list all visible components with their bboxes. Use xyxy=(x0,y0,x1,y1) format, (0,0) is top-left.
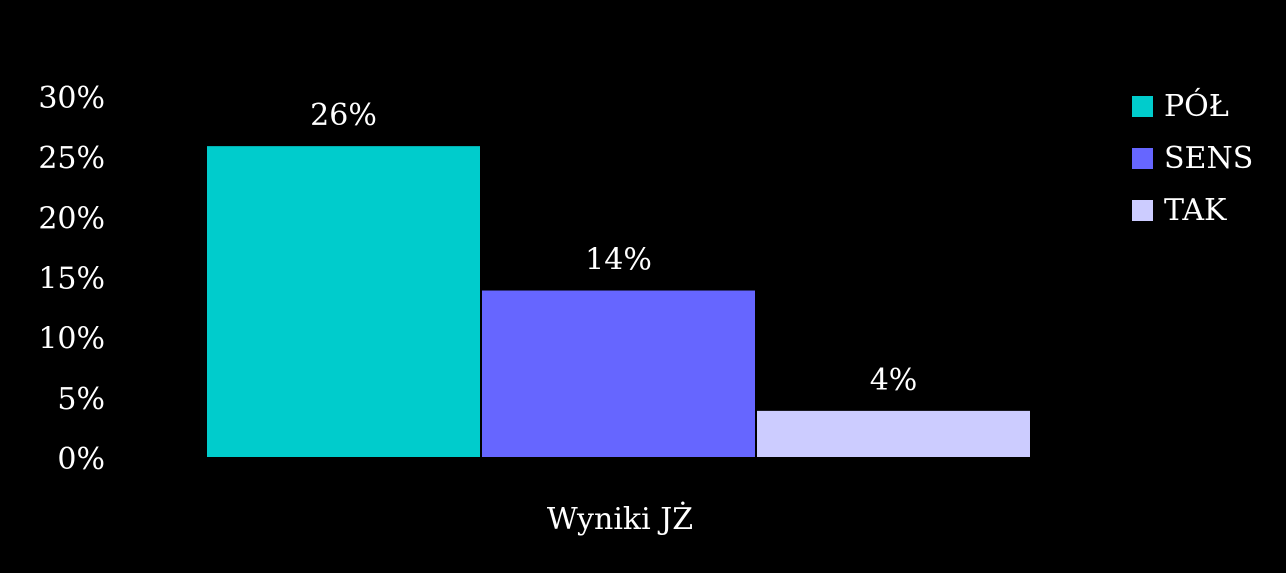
y-tick-label: 30% xyxy=(38,81,105,116)
legend-swatch xyxy=(1130,198,1155,223)
bar-pół xyxy=(205,144,482,459)
y-tick-label: 25% xyxy=(38,141,105,176)
data-label: 4% xyxy=(870,363,918,398)
bar-tak xyxy=(755,408,1032,460)
data-label: 26% xyxy=(310,98,377,133)
legend-swatch xyxy=(1130,146,1155,171)
legend-label: PÓŁ xyxy=(1164,88,1229,124)
legend-swatch xyxy=(1130,94,1155,119)
y-tick-label: 10% xyxy=(38,322,105,357)
bar-sens xyxy=(480,288,757,459)
legend-label: SENS xyxy=(1164,141,1253,176)
y-tick-label: 15% xyxy=(38,262,105,297)
y-axis: 0% 5% 10% 15% 20% 25% 30% xyxy=(38,81,105,477)
data-labels: 26% 14% 4% xyxy=(310,98,917,398)
bars xyxy=(205,144,1032,460)
y-tick-label: 20% xyxy=(38,201,105,236)
legend-label: TAK xyxy=(1164,193,1227,228)
y-tick-label: 0% xyxy=(57,442,105,477)
y-tick-label: 5% xyxy=(57,382,105,417)
legend: PÓŁ SENS TAK xyxy=(1130,88,1253,228)
data-label: 14% xyxy=(585,243,652,278)
x-axis-label: Wyniki JŻ xyxy=(547,501,693,537)
